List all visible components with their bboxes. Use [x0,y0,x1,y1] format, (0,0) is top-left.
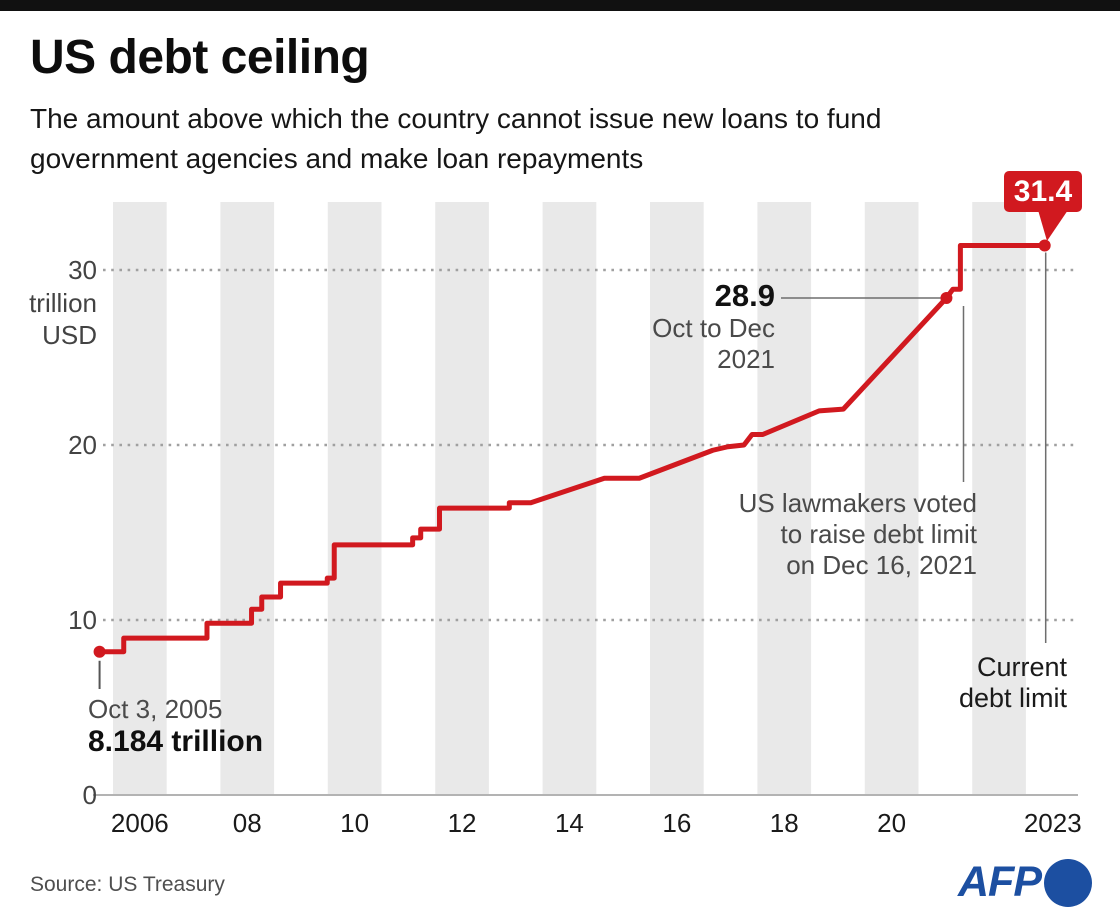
x-axis-label-14: 14 [554,808,584,838]
y-axis-unit-USD: USD [42,320,97,350]
data-point-marker-1 [940,292,953,304]
y-axis-unit-trillion: trillion [29,288,97,318]
annotation-oct-dec-2021: 28.9 Oct to Dec 2021 [652,279,775,375]
y-axis-label-20: 20 [68,430,97,460]
annotation-lawmakers: US lawmakers voted to raise debt limit o… [739,488,977,581]
x-axis-label-16: 16 [662,808,692,838]
year-stripe-2014 [542,202,597,795]
x-axis-label-10: 10 [340,808,370,838]
year-stripe-2016 [650,202,704,795]
year-stripe-2020 [864,202,919,795]
current-limit-line-1: Current [976,652,1067,682]
lawmakers-line-2: to raise debt limit [780,519,977,549]
annotation-current-debt-limit: Current debt limit [959,652,1067,714]
start-point-value: 8.184 trillion [88,725,264,758]
data-point-marker-0 [93,645,106,658]
current-limit-badge-pointer [1038,210,1068,241]
afp-logo-text: AFP [958,858,1042,906]
afp-logo: AFP [958,858,1092,907]
page-title: US debt ceiling [30,31,370,84]
data-point-marker-2 [1038,239,1051,252]
annotation-289-value: 28.9 [714,278,775,313]
year-stripe-2018 [757,202,812,795]
y-axis-label-10: 10 [68,605,97,635]
start-point-date: Oct 3, 2005 [88,694,223,724]
lawmakers-line-1: US lawmakers voted [738,488,977,518]
afp-logo-circle-icon [1044,858,1092,907]
y-axis-label-30: 30 [68,255,97,285]
x-axis-label-18: 18 [769,808,799,838]
subtitle-line-1: The amount above which the country canno… [30,103,882,134]
x-axis-label-08: 08 [232,808,262,838]
x-axis-label-2023: 2023 [1023,808,1082,838]
x-axis-label-20: 20 [877,808,907,838]
year-stripe-2008 [220,202,275,795]
source-credit: Source: US Treasury [30,873,225,896]
x-axis-label-12: 12 [447,808,477,838]
annotation-start-point: Oct 3, 2005 8.184 trillion [88,694,263,760]
current-limit-badge-value: 31.4 [1013,175,1073,208]
year-stripe-2012 [435,202,489,795]
lawmakers-line-3: on Dec 16, 2021 [786,550,977,580]
annotation-289-period-line2: 2021 [717,344,775,374]
chart-subtitle: The amount above which the country canno… [30,99,881,179]
current-limit-badge [1004,171,1082,212]
debt-ceiling-line [99,243,1045,655]
top-accent-bar [0,0,1120,11]
current-limit-line-2: debt limit [958,683,1067,713]
annotation-289-period-line1: Oct to Dec [652,313,775,343]
year-stripe-2006 [113,202,167,795]
year-stripe-2022 [972,202,1026,795]
subtitle-line-2: government agencies and make loan repaym… [30,143,644,174]
x-axis-label-2006: 2006 [110,808,169,838]
year-stripe-2010 [327,202,382,795]
y-axis-label-0: 0 [82,780,97,810]
